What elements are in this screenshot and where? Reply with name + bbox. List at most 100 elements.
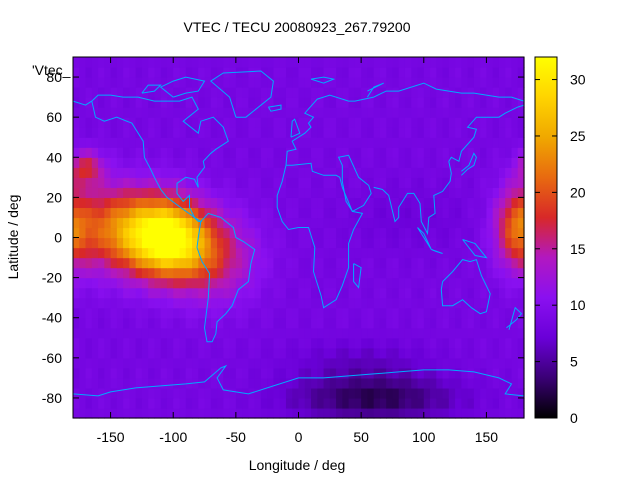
- heatmap-cell: [336, 327, 343, 339]
- heatmap-cell: [135, 67, 143, 78]
- heatmap-cell: [336, 277, 343, 289]
- heatmap-cell: [329, 257, 337, 269]
- heatmap-cell: [473, 247, 481, 259]
- heatmap-cell: [185, 327, 193, 339]
- heatmap-cell: [423, 137, 431, 148]
- heatmap-cell: [323, 187, 331, 198]
- heatmap-cell: [98, 357, 105, 369]
- heatmap-cell: [342, 147, 350, 158]
- heatmap-cell: [204, 277, 212, 289]
- heatmap-cell: [79, 257, 87, 269]
- heatmap-cell: [455, 187, 462, 198]
- heatmap-cell: [379, 257, 387, 269]
- heatmap-cell: [317, 317, 325, 329]
- heatmap-cell: [448, 57, 456, 68]
- heatmap-cell: [304, 267, 312, 279]
- heatmap-cell: [179, 317, 187, 329]
- heatmap-cell: [123, 57, 130, 68]
- heatmap-cell: [317, 197, 325, 209]
- heatmap-cell: [154, 367, 162, 379]
- heatmap-cell: [461, 337, 469, 349]
- heatmap-cell: [98, 177, 105, 188]
- heatmap-cell: [392, 187, 400, 198]
- heatmap-cell: [317, 117, 325, 128]
- coastline-segment: [159, 76, 206, 98]
- heatmap-cell: [361, 367, 369, 379]
- heatmap-cell: [85, 217, 93, 229]
- heatmap-cell: [192, 137, 199, 148]
- heatmap-cell: [373, 357, 381, 369]
- heatmap-cell: [110, 367, 118, 379]
- heatmap-cell: [104, 327, 112, 339]
- y-tick-label: 20: [46, 189, 62, 205]
- heatmap-cell: [210, 207, 218, 219]
- heatmap-cell: [273, 387, 281, 399]
- heatmap-cell: [473, 237, 481, 249]
- heatmap-cell: [455, 237, 462, 249]
- heatmap-cell: [298, 87, 306, 98]
- heatmap-cell: [398, 297, 406, 309]
- heatmap-cell: [354, 387, 362, 399]
- heatmap-cell: [436, 117, 444, 128]
- heatmap-cell: [317, 167, 325, 178]
- heatmap-cell: [498, 287, 506, 299]
- heatmap-cell: [311, 347, 318, 359]
- heatmap-cell: [423, 287, 431, 299]
- heatmap-cell: [448, 237, 456, 249]
- heatmap-cell: [298, 337, 306, 349]
- heatmap-cell: [430, 147, 437, 158]
- heatmap-cell: [91, 267, 99, 279]
- heatmap-cell: [404, 177, 412, 188]
- heatmap-cell: [285, 347, 293, 359]
- heatmap-cell: [436, 267, 444, 279]
- heatmap-cell: [411, 407, 419, 419]
- heatmap-cell: [323, 387, 331, 399]
- heatmap-cell: [436, 217, 444, 229]
- heatmap-cell: [192, 237, 199, 249]
- heatmap-cell: [505, 367, 513, 379]
- heatmap-cell: [73, 137, 80, 148]
- heatmap-cell: [361, 207, 369, 219]
- heatmap-cell: [317, 367, 325, 379]
- heatmap-cell: [467, 137, 475, 148]
- heatmap-cell: [379, 77, 387, 88]
- heatmap-cell: [135, 207, 143, 219]
- heatmap-cell: [473, 377, 481, 389]
- heatmap-cell: [285, 267, 293, 279]
- heatmap-cell: [455, 407, 462, 419]
- heatmap-cell: [229, 287, 237, 299]
- heatmap-cell: [505, 227, 513, 239]
- heatmap-cell: [85, 287, 93, 299]
- heatmap-cell: [73, 107, 80, 118]
- heatmap-cell: [279, 167, 287, 178]
- heatmap-cell: [461, 177, 469, 188]
- heatmap-cell: [317, 357, 325, 369]
- heatmap-cell: [386, 377, 394, 389]
- heatmap-cell: [248, 197, 256, 209]
- heatmap-cell: [367, 337, 375, 349]
- heatmap-cell: [486, 97, 494, 108]
- y-axis-label: Latitude / deg: [5, 195, 21, 280]
- heatmap-cell: [148, 347, 156, 359]
- heatmap-cell: [85, 267, 93, 279]
- heatmap-cell: [417, 177, 425, 188]
- heatmap-cell: [329, 197, 337, 209]
- heatmap-cell: [173, 377, 181, 389]
- heatmap-cell: [379, 137, 387, 148]
- heatmap-cell: [492, 157, 500, 168]
- heatmap-cell: [442, 277, 450, 289]
- heatmap-cell: [242, 87, 249, 98]
- heatmap-cell: [329, 287, 337, 299]
- heatmap-cell: [467, 147, 475, 158]
- heatmap-cell: [235, 387, 243, 399]
- heatmap-cell: [304, 107, 312, 118]
- heatmap-cell: [342, 267, 350, 279]
- heatmap-cell: [166, 97, 174, 108]
- heatmap-cell: [342, 77, 350, 88]
- heatmap-cell: [455, 67, 462, 78]
- heatmap-cell: [242, 147, 249, 158]
- heatmap-cell: [91, 297, 99, 309]
- heatmap-cell: [398, 117, 406, 128]
- heatmap-cell: [323, 367, 331, 379]
- heatmap-cell: [285, 107, 293, 118]
